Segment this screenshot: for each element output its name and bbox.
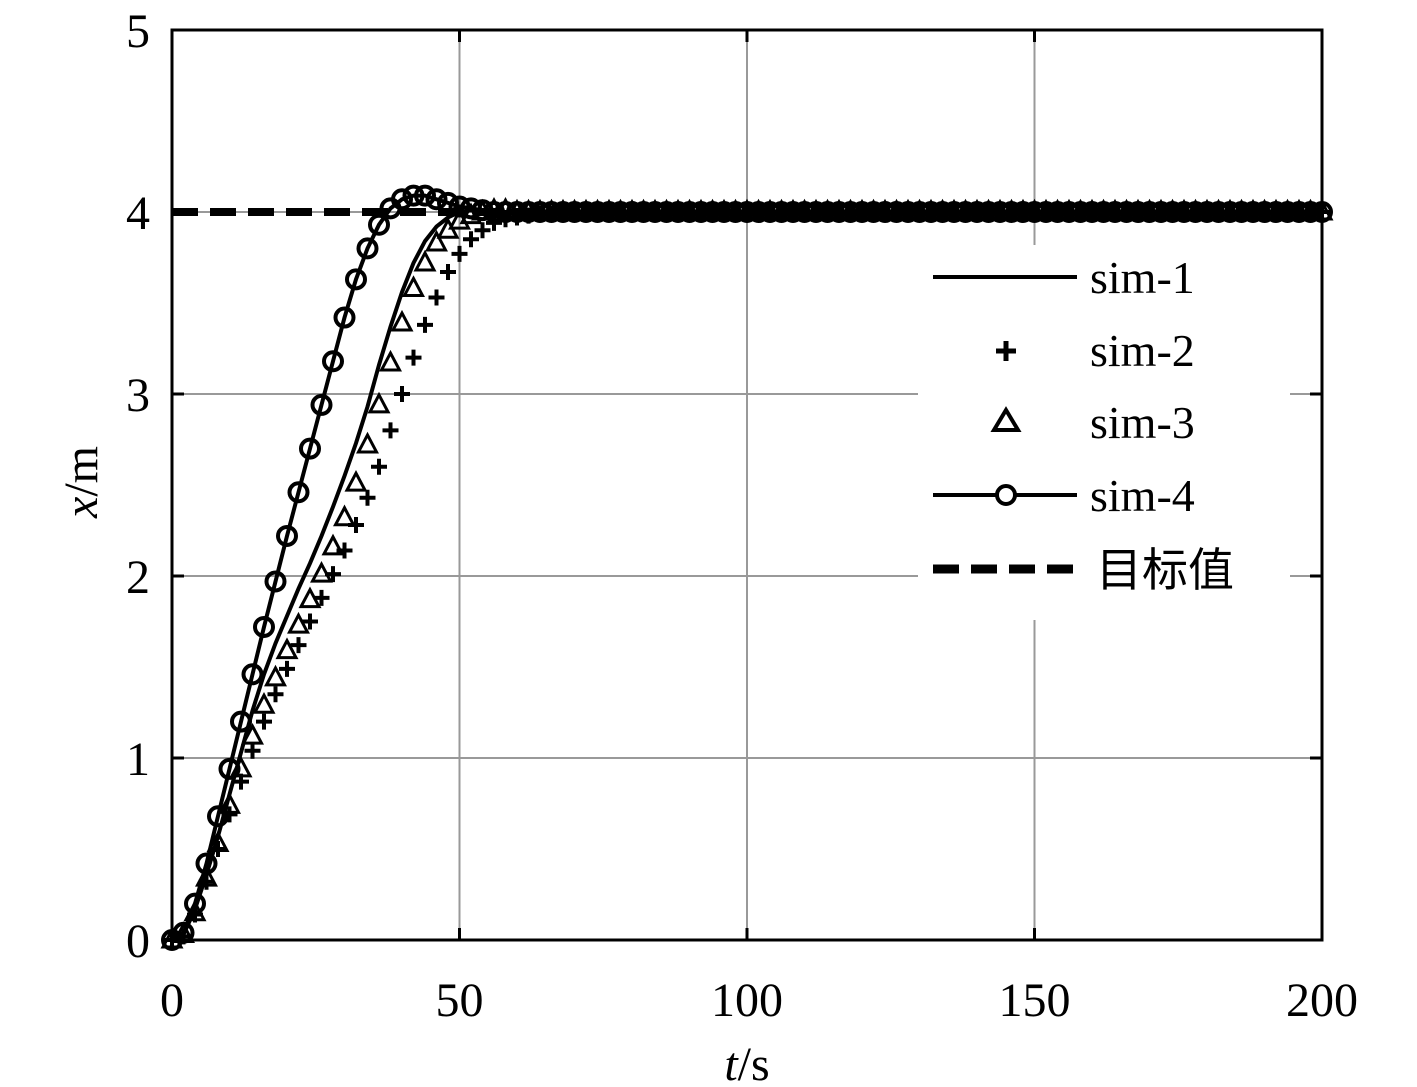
data-point <box>440 264 456 281</box>
data-point <box>321 533 345 556</box>
y-tick-label: 4 <box>126 187 150 240</box>
data-point <box>322 350 344 373</box>
data-point <box>414 184 436 207</box>
data-point <box>195 852 218 875</box>
data-point <box>382 422 399 439</box>
data-point <box>253 615 275 638</box>
data-point <box>379 349 402 372</box>
data-point <box>256 713 272 730</box>
data-point <box>290 637 307 654</box>
y-tick-label: 5 <box>126 5 150 58</box>
x-tick-label: 50 <box>436 974 484 1027</box>
legend-label-sim-3: sim-3 <box>1090 397 1195 448</box>
data-point <box>428 289 445 306</box>
data-point <box>344 469 368 492</box>
data-point <box>275 637 299 660</box>
y-tick-label: 0 <box>126 915 150 968</box>
x-axis-label: t/s <box>724 1038 769 1087</box>
y-tick-label: 3 <box>126 369 150 422</box>
series-layer <box>160 184 1334 951</box>
data-point <box>264 664 287 687</box>
data-point <box>252 692 276 714</box>
axis-ticks <box>170 28 1324 942</box>
data-point <box>402 184 425 207</box>
legend: sim-1 sim-2 sim-3 sim-4 目标值 <box>918 245 1290 620</box>
data-point <box>172 921 195 944</box>
data-point <box>413 249 437 272</box>
data-point <box>390 309 414 332</box>
legend-swatch-sim-2 <box>996 341 1016 361</box>
data-point <box>298 586 322 609</box>
data-point <box>287 481 310 504</box>
data-point <box>241 663 264 686</box>
data-point <box>310 393 333 416</box>
data-point <box>276 524 298 547</box>
data-point <box>474 222 491 239</box>
data-point <box>241 722 264 745</box>
tick-labels: 0 50 100 150 200 0 1 2 3 4 5 <box>126 5 1358 1027</box>
legend-label-sim-1: sim-1 <box>1090 252 1195 303</box>
y-tick-label: 1 <box>126 733 150 786</box>
data-point <box>279 660 295 677</box>
x-tick-label: 150 <box>999 974 1071 1027</box>
data-point <box>394 386 410 402</box>
data-point <box>371 458 387 475</box>
data-point <box>287 611 310 634</box>
data-point <box>302 613 318 630</box>
data-point <box>218 757 241 780</box>
data-point <box>267 686 284 703</box>
data-point <box>367 391 391 414</box>
data-point <box>359 489 376 506</box>
data-point <box>463 231 479 248</box>
x-tick-label: 0 <box>160 974 184 1027</box>
data-point <box>333 306 356 329</box>
legend-label-sim-2: sim-2 <box>1090 325 1195 376</box>
y-axis-label: x/m <box>55 446 108 519</box>
data-point <box>425 188 448 211</box>
data-point <box>299 437 321 460</box>
data-point <box>221 806 238 823</box>
data-point <box>230 710 252 733</box>
data-point <box>425 229 448 252</box>
legend-swatch-sim-4-marker <box>995 484 1017 506</box>
data-point <box>405 349 422 366</box>
data-point <box>333 504 356 527</box>
y-tick-label: 2 <box>126 551 150 604</box>
data-point <box>356 237 379 260</box>
data-point <box>451 245 468 262</box>
data-point <box>356 431 379 454</box>
x-tick-label: 200 <box>1286 974 1358 1027</box>
data-point <box>184 892 206 915</box>
data-point <box>310 560 333 583</box>
legend-background <box>918 245 1290 620</box>
legend-swatch-sim-3 <box>990 406 1022 432</box>
data-point <box>402 275 425 297</box>
data-point <box>244 742 261 759</box>
legend-label-target: 目标值 <box>1096 545 1234 596</box>
legend-label-sim-4: sim-4 <box>1090 470 1195 521</box>
x-tick-label: 100 <box>711 974 783 1027</box>
data-point <box>264 570 287 593</box>
data-point <box>210 841 226 857</box>
data-point <box>345 268 367 291</box>
data-point <box>313 589 330 606</box>
data-point <box>417 316 433 333</box>
data-point <box>207 805 229 828</box>
data-point <box>218 792 241 814</box>
